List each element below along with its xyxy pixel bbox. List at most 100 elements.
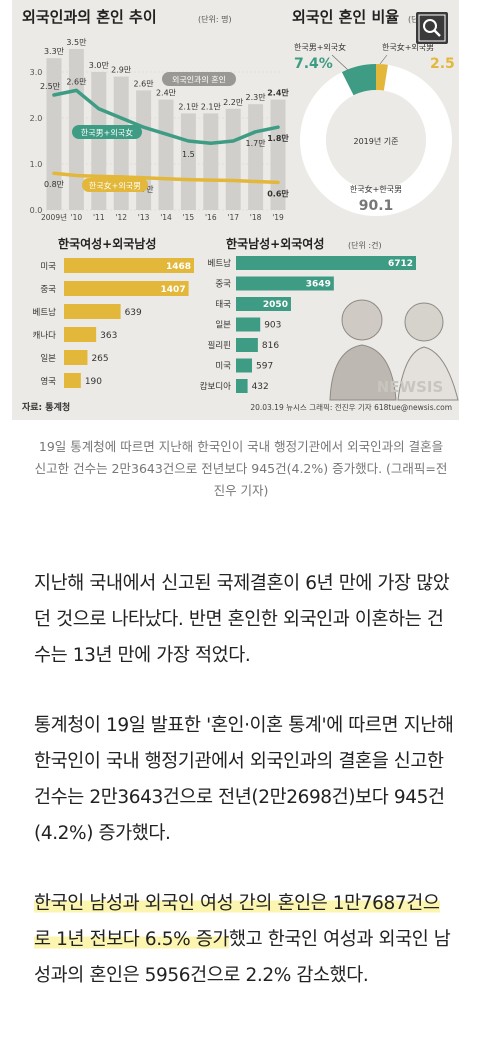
article-paragraph-1: 지난해 국내에서 신고된 국제결혼이 6년 만에 가장 많았던 것으로 나타났다… <box>34 573 450 666</box>
kf-fm-value-label: 639 <box>125 308 142 318</box>
kf-fm-country-label: 미국 <box>40 262 56 272</box>
km-ff-country-label: 필리핀 <box>208 340 231 351</box>
kf-fm-value-label: 0.6만 <box>267 188 289 198</box>
pie-kf-fm-label: 한국女+외국男 <box>382 42 434 52</box>
km-ff-country-label: 중국 <box>215 280 231 290</box>
newsis-watermark: NEWSIS <box>377 378 444 396</box>
km-ff-value-label: 432 <box>252 382 269 392</box>
km-ff-unit: (단위 :건) <box>348 240 382 250</box>
ratio-title: 외국인 혼인 비율 <box>292 8 399 26</box>
km-ff-country-label: 캄보디아 <box>200 381 231 392</box>
trend-bar <box>158 99 174 210</box>
km-ff-value-label: 2.6만 <box>66 77 87 86</box>
bar-value-label: 3.3만 <box>44 47 65 56</box>
xtick-label: '17 <box>227 213 239 222</box>
km-ff-value-label: 2050 <box>263 300 288 310</box>
km-ff-bar <box>236 256 416 270</box>
kf-fm-value-label: 1407 <box>161 285 186 295</box>
km-ff-country-label: 미국 <box>215 362 231 372</box>
bride-body-illustration <box>397 346 459 401</box>
pie-kk-label: 한국女+한국男 <box>350 184 402 194</box>
kf-fm-bar <box>64 373 81 388</box>
bride-head-illustration <box>404 302 444 342</box>
bar-value-label: 2.2만 <box>223 98 244 107</box>
pie-hole <box>326 90 426 190</box>
groom-head-illustration <box>341 299 383 341</box>
kf-fm-value-label: 190 <box>85 377 102 387</box>
legend-total-label: 외국인과의 혼인 <box>172 75 226 85</box>
pie-slice-kf-fm <box>376 64 388 91</box>
km-ff-country-label: 일본 <box>215 321 231 331</box>
trend-bar <box>248 104 264 210</box>
trend-bar <box>225 108 241 210</box>
km-ff-value-label: 597 <box>256 362 273 372</box>
trend-bar <box>203 113 219 210</box>
ytick-label: 0.0 <box>30 206 43 215</box>
line-kf-fm <box>52 171 280 185</box>
km-ff-value-label: 1.8만 <box>267 133 289 143</box>
bar-value-label: 3.5만 <box>66 38 87 47</box>
km-ff-value-label: 6712 <box>388 259 413 269</box>
trend-bar <box>180 113 196 210</box>
km-ff-bar <box>236 297 291 311</box>
xtick-label: '11 <box>93 213 105 222</box>
kf-fm-bar <box>64 304 121 319</box>
bar-value-label: 2.4만 <box>267 88 289 98</box>
ytick-label: 3.0 <box>30 68 43 77</box>
pie-leader-line <box>331 54 349 71</box>
kf-fm-country-label: 일본 <box>40 354 56 364</box>
km-ff-country-label: 베트남 <box>208 259 232 269</box>
bar-value-label: 2.9만 <box>111 66 132 75</box>
pie-slice-kk <box>300 64 453 216</box>
km-ff-value-label: 1.7만 <box>246 139 267 148</box>
bar-value-label: 2.1만 <box>201 102 222 111</box>
xtick-label: '15 <box>183 213 195 222</box>
kf-fm-country-label: 중국 <box>40 285 56 295</box>
paragraph-text: 했고 한국인 여성과 외국인 남성과의 혼인은 5956건으로 2.2% 감소했… <box>34 929 451 986</box>
xtick-label: '12 <box>115 213 127 222</box>
groom-body-illustration <box>329 344 397 401</box>
xtick-label: '18 <box>250 213 262 222</box>
infographic-graphics: 외국인과의 혼인 추이 (단위: 명) 3.0 2.0 1.0 0.0 3.3만 2009년 3… <box>22 8 459 413</box>
infographic: 외국인과의 혼인 추이 (단위: 명) 3.0 2.0 1.0 0.0 3.3만 2009년 3… <box>12 0 459 420</box>
search-icon[interactable] <box>416 12 448 44</box>
xtick-label: '16 <box>205 213 217 222</box>
km-ff-bar <box>236 338 258 352</box>
pie-slice-km-ff <box>341 64 376 96</box>
km-ff-bar <box>236 358 253 373</box>
line-km-ff <box>52 88 280 146</box>
pie-leader-line <box>379 54 388 65</box>
legend-kf-pill <box>82 178 148 192</box>
kf-fm-value-label: 1468 <box>166 262 191 272</box>
pie-center-label: 2019년 기준 <box>354 136 399 146</box>
pie-kk-value: 90.1 <box>359 198 394 214</box>
article-paragraph-2: 통계청이 19일 발표한 '혼인·이혼 통계'에 따르면 지난해 한국인이 국내… <box>34 715 454 844</box>
image-caption: 19일 통계청에 따르면 지난해 한국인이 국내 행정기관에서 외국인과의 결혼… <box>34 439 448 498</box>
xtick-label: '13 <box>138 213 150 222</box>
credit-label: 20.03.19 뉴시스 그래픽: 전진우 기자 618tue@newsis.c… <box>250 402 452 412</box>
kf-fm-value-label: 0.8만 <box>44 180 65 189</box>
km-ff-value-label: 2.5만 <box>40 82 61 91</box>
kf-fm-value-label: 265 <box>91 354 108 364</box>
pie-km-ff-value: 7.4% <box>294 56 333 72</box>
kf-fm-country-label: 베트남 <box>33 308 57 318</box>
kf-fm-bar <box>64 281 189 296</box>
km-ff-value-label: 1.5 <box>182 150 195 159</box>
km-ff-value-label: 3649 <box>306 280 331 290</box>
trend-unit: (단위: 명) <box>198 14 232 24</box>
km-ff-bar <box>236 379 248 393</box>
km-ff-value-label: 903 <box>264 321 281 331</box>
bar-value-label: 2.4만 <box>156 89 177 98</box>
ytick-label: 2.0 <box>30 114 43 123</box>
trend-title: 외국인과의 혼인 추이 <box>22 8 157 26</box>
km-ff-country-label: 태국 <box>215 300 231 310</box>
xtick-label: '19 <box>272 213 284 222</box>
kf-fm-value-label: 363 <box>100 331 117 341</box>
kf-fm-country-label: 캐나다 <box>33 331 57 341</box>
ytick-label: 1.0 <box>30 160 43 169</box>
xtick-label: '10 <box>71 213 83 222</box>
xtick-label: '14 <box>160 213 172 222</box>
bar-value-label: 2.1만 <box>178 102 199 111</box>
kf-fm-bar <box>64 258 194 273</box>
km-ff-title: 한국남성+외국여성 <box>226 236 324 251</box>
